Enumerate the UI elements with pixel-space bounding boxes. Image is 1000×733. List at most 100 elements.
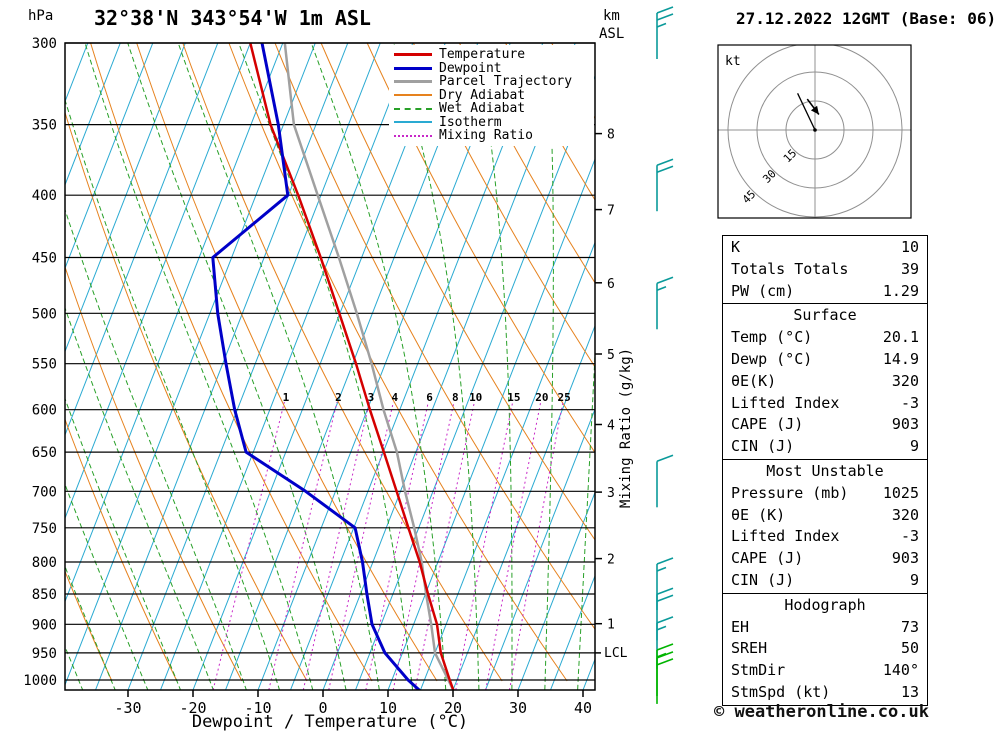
mixing-ratio-label: 8 — [452, 391, 459, 404]
legend-row: Temperature — [394, 48, 594, 62]
stat-label: CAPE (J) — [731, 549, 804, 568]
barb-full-tick — [656, 6, 674, 14]
isotherm-line — [550, 574, 595, 690]
stat-value: 320 — [891, 371, 919, 390]
stat-value: 20.1 — [882, 328, 919, 347]
legend-label: Wet Adiabat — [439, 101, 526, 117]
panel-heading: Most Unstable — [766, 461, 884, 480]
station-title: 32°38'N 343°54'W 1m ASL — [94, 6, 371, 30]
isotherm-line — [95, 43, 349, 690]
stats-panel-surface: Surface Temp (°C) 20.1 Dewp (°C) 14.9 θE(K) 32… — [722, 303, 928, 460]
stat-label: StmDir — [731, 661, 786, 680]
barb-full-tick — [656, 557, 674, 565]
dry-adiabat-line — [228, 43, 568, 682]
pressure-label: 750 — [32, 521, 57, 537]
stat-row: θE (K) 320 — [723, 505, 927, 527]
stat-row: Dewp (°C) 14.9 — [723, 349, 927, 371]
km-unit-label: km — [603, 8, 620, 24]
mixing-ratio-line — [509, 401, 564, 690]
pressure-label: 300 — [32, 36, 57, 52]
legend-row: Isotherm — [394, 116, 594, 130]
isotherm-line — [65, 43, 316, 687]
stat-value: 73 — [900, 617, 919, 636]
isotherm-line — [452, 324, 595, 690]
wind-barb — [656, 557, 674, 611]
wet-adiabat-line — [84, 43, 314, 690]
panel-heading: Hodograph — [784, 595, 866, 614]
stats-panel-indices: K 10 Totals Totals 39 PW (cm) 1.29 — [722, 235, 928, 305]
isotherm-line — [387, 157, 595, 690]
km-tick-label: 6 — [607, 277, 615, 292]
wet-adiabat-line — [65, 482, 149, 690]
hodograph-border — [717, 44, 912, 219]
mixing-ratio-line — [455, 401, 514, 690]
pressure-label: 450 — [32, 251, 57, 267]
mixing-ratio-label: 25 — [557, 391, 570, 404]
barb-half-tick — [656, 22, 667, 28]
stat-label: θE (K) — [731, 505, 786, 524]
km-tick-label: 7 — [607, 204, 615, 219]
stats-tables: K 10 Totals Totals 39 PW (cm) 1.29 Surface Temp… — [722, 235, 928, 706]
stat-row: SREH 50 — [723, 638, 927, 660]
stat-label: SREH — [731, 639, 768, 658]
legend-row: Dry Adiabat — [394, 89, 594, 103]
stat-row: Lifted Index -3 — [723, 393, 927, 415]
isotherm-line — [160, 43, 414, 690]
stat-row: StmDir 140° — [723, 660, 927, 682]
km-tick-label: 4 — [607, 419, 615, 434]
stat-label: Pressure (mb) — [731, 483, 849, 502]
barb-full-tick — [656, 651, 674, 659]
pressure-label: 950 — [32, 646, 57, 662]
pressure-label: 400 — [32, 188, 57, 204]
copyright-footer: © weatheronline.co.uk — [714, 702, 929, 722]
x-tick-label: 0 — [318, 699, 327, 717]
legend-line-sample — [394, 134, 432, 137]
legend-row: Dewpoint — [394, 62, 594, 76]
stat-value: 903 — [891, 549, 919, 568]
dry-adiabat-line — [65, 417, 178, 682]
barb-full-tick — [656, 454, 674, 463]
wet-adiabat-line — [65, 98, 281, 690]
isotherm-line — [65, 43, 284, 603]
dry-adiabat-line — [320, 43, 595, 541]
isotherm-line — [65, 43, 154, 270]
stat-value: 9 — [909, 570, 919, 589]
legend-label: Mixing Ratio — [439, 128, 533, 144]
km-tick-label: 3 — [607, 486, 615, 501]
x-tick-label: -20 — [179, 699, 206, 717]
dry-adiabat-line — [182, 43, 503, 682]
stat-label: Temp (°C) — [731, 328, 813, 347]
mixing-ratio-line — [365, 401, 429, 690]
pressure-label: 550 — [32, 357, 57, 373]
pressure-label: 850 — [32, 587, 57, 603]
mixing-ratio-line — [414, 401, 475, 690]
mixing-ratio-line — [392, 401, 455, 690]
stat-label: Totals Totals — [731, 259, 849, 278]
x-axis-title: Dewpoint / Temperature (°C) — [192, 712, 468, 732]
stat-label: CAPE (J) — [731, 415, 804, 434]
mixing-ratio-label: 6 — [426, 391, 433, 404]
barb-half-tick — [656, 286, 667, 292]
datetime-title: 27.12.2022 12GMT (Base: 06) — [736, 9, 997, 28]
wet-adiabat-line — [65, 397, 182, 690]
stat-row: PW (cm) 1.29 — [723, 281, 927, 303]
stat-value: 320 — [891, 505, 919, 524]
profiles — [211, 43, 455, 690]
panel-heading: Surface — [793, 306, 857, 325]
stat-row: Pressure (mb) 1025 — [723, 483, 927, 505]
barb-full-tick — [656, 643, 674, 651]
dry-adiabat-line — [65, 265, 243, 682]
barb-full-tick — [656, 165, 674, 173]
barb-full-tick — [656, 616, 674, 624]
hodograph-ring-label: 15 — [781, 147, 800, 166]
hodograph-center-dot — [813, 128, 817, 132]
legend-line-sample — [394, 107, 432, 110]
stat-row: CIN (J) 9 — [723, 570, 927, 592]
wet-adiabats — [65, 43, 595, 690]
pressure-label: 650 — [32, 445, 57, 461]
stat-label: CIN (J) — [731, 437, 795, 456]
pressure-label: 600 — [32, 403, 57, 419]
stat-value: 13 — [900, 682, 919, 701]
isotherm-line — [65, 43, 219, 437]
wind-barb — [656, 587, 674, 641]
